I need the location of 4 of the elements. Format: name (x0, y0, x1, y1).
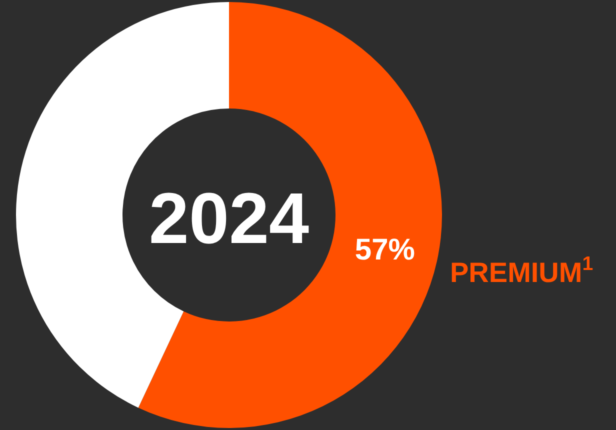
donut-slice (138, 2, 442, 428)
text: 2024 (148, 179, 310, 260)
slice-label: PREMIUM$^{1}$ (450, 253, 594, 288)
data-label: 57% (354, 233, 415, 266)
